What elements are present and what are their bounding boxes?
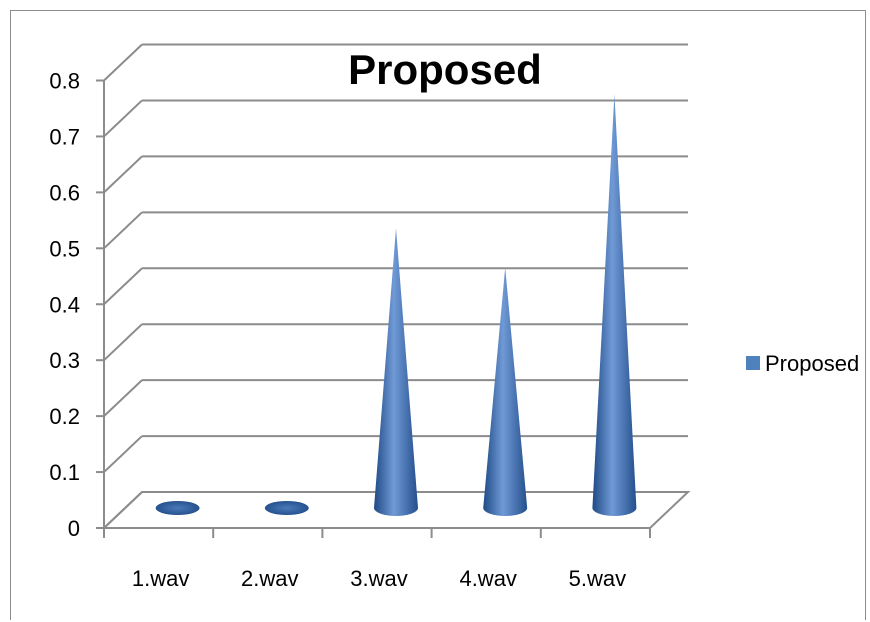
bar-cone-base [264, 501, 309, 515]
bars-layer [155, 94, 637, 516]
grid-layer [101, 43, 691, 529]
gridline-side [103, 323, 143, 361]
y-tick-label: 0.1 [49, 460, 80, 485]
gridline-side [103, 267, 143, 305]
bar-cone [483, 267, 528, 516]
chart-title: Proposed [348, 46, 542, 93]
gridline-side [103, 43, 143, 82]
y-tick-label: 0.8 [49, 69, 80, 94]
bar-cone-base [155, 501, 200, 515]
y-tick-label: 0 [68, 516, 80, 541]
x-tick-label: 3.wav [350, 566, 407, 591]
gridline-side [103, 99, 143, 138]
bar-cone-body [483, 267, 528, 516]
legend-swatch [746, 356, 760, 370]
x-tick-label: 2.wav [241, 566, 298, 591]
x-axis-ticks: 1.wav 2.wav 3.wav 4.wav 5.wav [103, 528, 651, 591]
x-tick-label: 5.wav [569, 566, 626, 591]
y-axis-ticks: 0 0.1 0.2 0.3 0.4 0.5 0.6 0.7 0.8 [49, 69, 104, 541]
bar-cone-body [592, 94, 637, 516]
bar-cone [374, 228, 418, 516]
y-tick-label: 0.2 [49, 404, 80, 429]
y-tick-label: 0.4 [49, 292, 80, 317]
y-tick-label: 0.5 [49, 236, 80, 261]
legend: Proposed [746, 351, 859, 376]
y-tick-label: 0.7 [49, 124, 80, 149]
x-tick-label: 1.wav [132, 566, 189, 591]
chart-floor [101, 491, 691, 529]
bar-cone [155, 501, 200, 515]
gridline-side [103, 211, 143, 250]
legend-label: Proposed [765, 351, 859, 376]
gridline-side [103, 435, 143, 473]
y-tick-label: 0.6 [49, 180, 80, 205]
chart-frame [10, 10, 866, 620]
bar-cone [592, 94, 637, 516]
x-tick-label: 4.wav [459, 566, 516, 591]
bar-cone [264, 501, 309, 515]
gridline-side [103, 155, 143, 194]
gridline-side [103, 379, 143, 417]
y-tick-label: 0.3 [49, 348, 80, 373]
bar-cone-body [374, 228, 418, 516]
